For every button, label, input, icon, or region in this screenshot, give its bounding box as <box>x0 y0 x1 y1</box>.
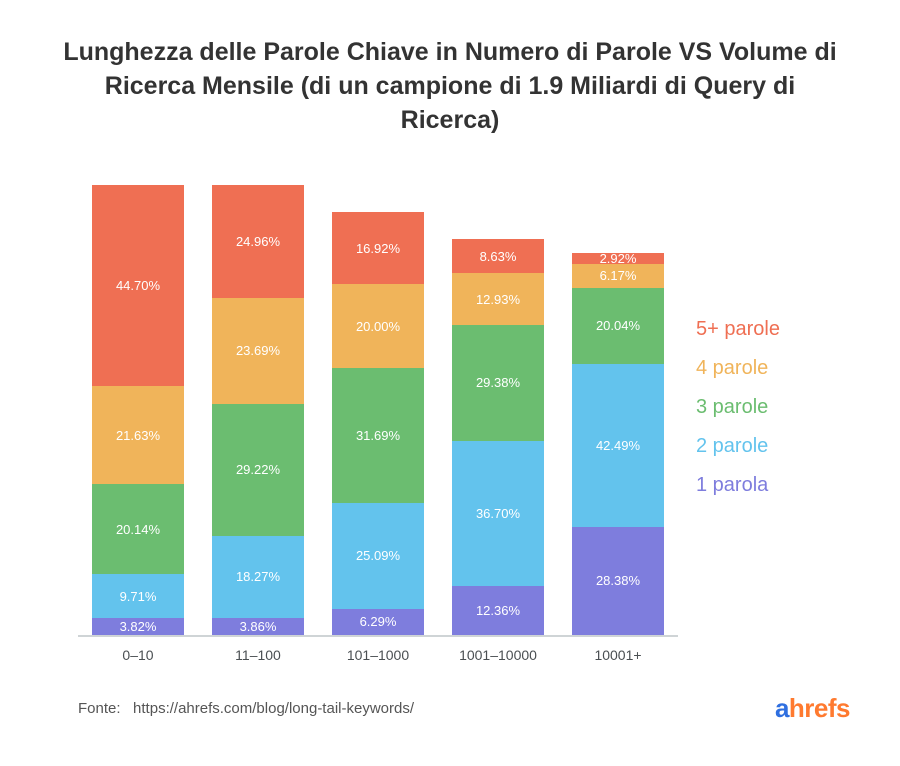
bar-column: 8.63%12.93%29.38%36.70%12.36% <box>438 239 558 635</box>
bar-segment-p3: 20.14% <box>92 484 184 575</box>
bar-segment-p3: 31.69% <box>332 368 424 502</box>
ahrefs-logo: ahrefs <box>775 693 850 724</box>
bar-segment-p3: 29.22% <box>212 404 304 535</box>
bar-segment-p2: 36.70% <box>452 441 544 586</box>
logo-a: a <box>775 693 789 723</box>
bar-column: 16.92%20.00%31.69%25.09%6.29% <box>318 212 438 635</box>
bar-segment-p4: 23.69% <box>212 298 304 405</box>
source-line: Fonte: https://ahrefs.com/blog/long-tail… <box>78 700 414 717</box>
bar-segment-p5: 16.92% <box>332 212 424 284</box>
chart-area: 44.70%21.63%20.14%9.71%3.82% 24.96%23.69%… <box>78 165 678 663</box>
legend: 5+ parole4 parole3 parole2 parole1 parol… <box>696 165 780 505</box>
stacked-bar: 24.96%23.69%29.22%18.27%3.86% <box>212 185 304 635</box>
stacked-bar: 8.63%12.93%29.38%36.70%12.36% <box>452 239 544 635</box>
bar-segment-p4: 21.63% <box>92 386 184 483</box>
bar-column: 24.96%23.69%29.22%18.27%3.86% <box>198 185 318 635</box>
stacked-bar: 44.70%21.63%20.14%9.71%3.82% <box>92 185 184 635</box>
chart-row: 44.70%21.63%20.14%9.71%3.82% 24.96%23.69%… <box>0 137 900 663</box>
x-axis-label: 101–1000 <box>318 647 438 663</box>
bar-column: 44.70%21.63%20.14%9.71%3.82% <box>78 185 198 635</box>
x-axis-label: 0–10 <box>78 647 198 663</box>
legend-item: 1 parola <box>696 466 780 505</box>
bar-segment-p3: 29.38% <box>452 325 544 441</box>
bar-segment-p1: 12.36% <box>452 586 544 635</box>
bar-segment-p4: 12.93% <box>452 273 544 324</box>
bar-segment-p1: 3.82% <box>92 618 184 635</box>
x-axis-label: 10001+ <box>558 647 678 663</box>
logo-rest: hrefs <box>789 693 850 723</box>
chart-title: Lunghezza delle Parole Chiave in Numero … <box>0 0 900 137</box>
bar-segment-p5: 44.70% <box>92 185 184 386</box>
bar-segment-p2: 9.71% <box>92 574 184 618</box>
stacked-bar: 2.92%6.17%20.04%42.49%28.38% <box>572 253 664 636</box>
legend-item: 3 parole <box>696 388 780 427</box>
bar-segment-p5: 2.92% <box>572 253 664 264</box>
legend-item: 5+ parole <box>696 310 780 349</box>
bar-segment-p5: 24.96% <box>212 185 304 297</box>
bar-segment-p4: 6.17% <box>572 264 664 288</box>
stacked-bar: 16.92%20.00%31.69%25.09%6.29% <box>332 212 424 635</box>
bar-segment-p2: 18.27% <box>212 536 304 618</box>
bar-segment-p1: 3.86% <box>212 618 304 635</box>
bar-column: 2.92%6.17%20.04%42.49%28.38% <box>558 253 678 636</box>
source-url: https://ahrefs.com/blog/long-tail-keywor… <box>133 700 414 717</box>
legend-item: 2 parole <box>696 427 780 466</box>
bar-segment-p2: 25.09% <box>332 503 424 609</box>
bar-segment-p4: 20.00% <box>332 284 424 369</box>
x-axis-labels: 0–1011–100101–10001001–1000010001+ <box>78 647 678 663</box>
bar-segment-p5: 8.63% <box>452 239 544 273</box>
bar-segment-p1: 28.38% <box>572 527 664 636</box>
chart-footer: Fonte: https://ahrefs.com/blog/long-tail… <box>78 693 850 724</box>
x-axis-label: 11–100 <box>198 647 318 663</box>
source-label: Fonte: <box>78 700 121 717</box>
bar-segment-p3: 20.04% <box>572 288 664 365</box>
legend-item: 4 parole <box>696 349 780 388</box>
bar-segment-p1: 6.29% <box>332 609 424 636</box>
bars-plot: 44.70%21.63%20.14%9.71%3.82% 24.96%23.69%… <box>78 165 678 637</box>
chart-container: Lunghezza delle Parole Chiave in Numero … <box>0 0 900 766</box>
x-axis-label: 1001–10000 <box>438 647 558 663</box>
bar-segment-p2: 42.49% <box>572 364 664 527</box>
